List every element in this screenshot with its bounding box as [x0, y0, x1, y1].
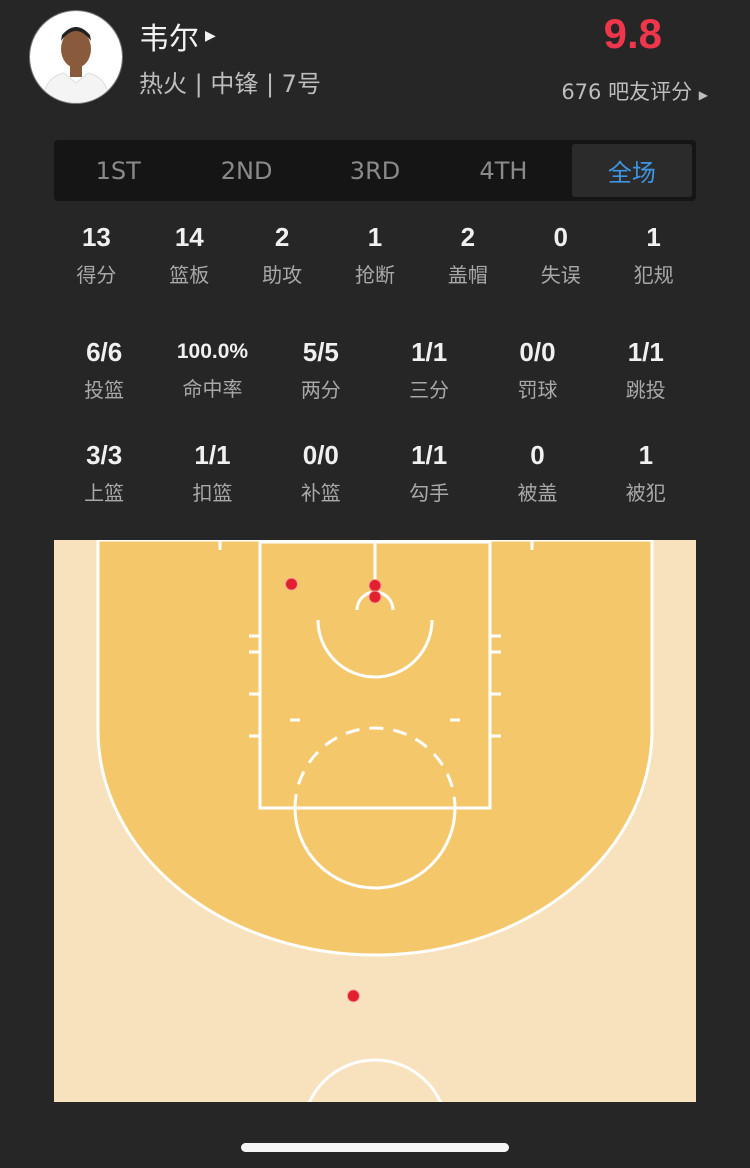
stat-value: 1/1	[194, 440, 231, 470]
tab-4th[interactable]: 4TH	[479, 156, 528, 185]
caret-right-icon: ▶	[205, 28, 216, 44]
shot-chart-court	[54, 540, 696, 1102]
stat-value: 1	[646, 222, 661, 252]
stat-label: 上篮	[84, 481, 125, 505]
raters-text: 676 吧友评分	[561, 80, 693, 104]
stat-label: 补篮	[300, 481, 341, 505]
stat-stats_types-4: 0 被盖	[483, 440, 591, 506]
stat-stats_types-2: 0/0 补篮	[267, 440, 375, 506]
period-tabs: 1ST 2ND 3RD 4TH 全场	[54, 140, 696, 201]
stat-value: 0/0	[302, 440, 339, 470]
stat-value: 100.0%	[176, 340, 249, 363]
stat-label: 跳投	[625, 378, 666, 402]
stat-stats_shooting-1: 100.0% 命中率	[158, 337, 266, 403]
stat-value: 1/1	[627, 337, 664, 367]
stat-stats_main-5: 0 失误	[514, 222, 607, 288]
stat-value: 3/3	[86, 440, 123, 470]
stat-label: 犯规	[633, 263, 674, 287]
stat-stats_main-4: 2 盖帽	[421, 222, 514, 288]
shot-made-0	[284, 577, 298, 591]
stat-stats_shooting-3: 1/1 三分	[375, 337, 483, 403]
player-photo-icon	[30, 11, 122, 103]
stat-label: 命中率	[182, 377, 243, 401]
stat-label: 抢断	[355, 263, 395, 287]
rating-score: 9.8	[603, 10, 662, 57]
stat-label: 两分	[300, 378, 341, 402]
stat-value: 1/1	[411, 337, 448, 367]
player-meta: 热火 | 中锋 | 7号	[139, 70, 321, 98]
stat-value: 5/5	[302, 337, 339, 367]
shot-markers	[284, 577, 382, 1003]
shot-made-2	[368, 590, 382, 604]
stat-label: 罚球	[517, 378, 558, 402]
stat-stats_shooting-4: 0/0 罚球	[483, 337, 591, 403]
stat-value: 14	[174, 222, 204, 252]
stat-value: 2	[460, 222, 476, 252]
stat-label: 篮板	[169, 263, 210, 287]
stat-value: 1	[367, 222, 383, 252]
player-name: 韦尔	[139, 22, 199, 57]
stat-label: 勾手	[409, 481, 450, 505]
court-lines	[218, 540, 534, 1102]
stat-value: 0	[553, 222, 568, 252]
stat-label: 三分	[409, 378, 450, 402]
stat-label: 助攻	[262, 263, 303, 287]
stat-label: 得分	[76, 263, 117, 287]
stat-value: 1	[638, 440, 654, 470]
tab-2nd[interactable]: 2ND	[220, 156, 273, 185]
stat-stats_main-2: 2 助攻	[236, 222, 329, 288]
stat-stats_main-1: 14 篮板	[143, 222, 236, 288]
stat-label: 被犯	[625, 481, 666, 505]
stat-stats_types-0: 3/3 上篮	[50, 440, 158, 506]
stat-value: 6/6	[86, 337, 123, 367]
stat-label: 投篮	[84, 378, 125, 402]
player-avatar[interactable]	[29, 10, 123, 104]
three-point-line	[96, 540, 654, 957]
stat-label: 盖帽	[447, 263, 488, 287]
stat-stats_main-3: 1 抢断	[329, 222, 422, 288]
stat-label: 扣篮	[192, 481, 233, 505]
stat-stats_main-6: 1 犯规	[607, 222, 700, 288]
shooting-stats-row: 6/6 投篮 100.0% 命中率 5/5 两分 1/1 三分 0/0 罚球 1/1 跳投	[50, 337, 700, 403]
shot-made-1	[368, 579, 382, 593]
stat-stats_types-3: 1/1 勾手	[375, 440, 483, 506]
stat-stats_main-0: 13 得分	[50, 222, 143, 288]
stat-label: 被盖	[517, 481, 558, 505]
player-name-link[interactable]: 韦尔 ▶	[139, 14, 216, 58]
stat-value: 13	[81, 222, 111, 252]
stat-label: 失误	[540, 263, 581, 287]
tab-3rd[interactable]: 3RD	[349, 156, 401, 185]
tab-1st[interactable]: 1ST	[95, 156, 141, 185]
shot-type-stats-row: 3/3 上篮 1/1 扣篮 0/0 补篮 1/1 勾手 0 被盖 1 被犯	[50, 440, 700, 506]
stat-stats_types-1: 1/1 扣篮	[158, 440, 266, 506]
stat-stats_types-5: 1 被犯	[592, 440, 700, 506]
main-stats-row: 13 得分 14 篮板 2 助攻 1 抢断 2 盖帽 0 失误 1 犯规	[50, 222, 700, 288]
stat-stats_shooting-0: 6/6 投篮	[50, 337, 158, 403]
stat-stats_shooting-2: 5/5 两分	[267, 337, 375, 403]
tab-full-game[interactable]: 全场	[571, 144, 693, 197]
shot-made-3	[346, 989, 360, 1003]
stat-value: 1/1	[411, 440, 448, 470]
stat-value: 2	[274, 222, 290, 252]
caret-right-icon: ▶	[698, 88, 708, 102]
stat-value: 0	[530, 440, 545, 470]
stat-stats_shooting-5: 1/1 跳投	[592, 337, 700, 403]
raters-link[interactable]: 676 吧友评分 ▶	[561, 76, 708, 106]
home-indicator[interactable]	[241, 1143, 509, 1152]
stat-value: 0/0	[519, 337, 556, 367]
